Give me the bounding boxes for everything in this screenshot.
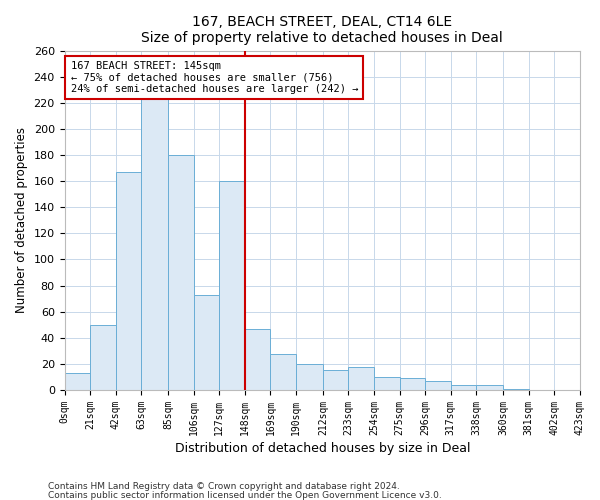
Bar <box>476 385 503 390</box>
Bar <box>296 364 323 390</box>
Bar <box>168 155 194 390</box>
Bar <box>400 378 425 390</box>
Bar <box>374 377 400 390</box>
Bar <box>349 366 374 390</box>
Bar <box>271 354 296 390</box>
Bar <box>90 325 116 390</box>
Text: 167 BEACH STREET: 145sqm
← 75% of detached houses are smaller (756)
24% of semi-: 167 BEACH STREET: 145sqm ← 75% of detach… <box>71 61 358 94</box>
Bar <box>65 373 90 390</box>
Bar <box>245 328 271 390</box>
Title: 167, BEACH STREET, DEAL, CT14 6LE
Size of property relative to detached houses i: 167, BEACH STREET, DEAL, CT14 6LE Size o… <box>142 15 503 45</box>
Bar <box>323 370 349 390</box>
Text: Contains public sector information licensed under the Open Government Licence v3: Contains public sector information licen… <box>48 490 442 500</box>
Bar <box>116 172 142 390</box>
Bar <box>194 294 219 390</box>
X-axis label: Distribution of detached houses by size in Deal: Distribution of detached houses by size … <box>175 442 470 455</box>
Bar <box>142 86 168 390</box>
Bar <box>503 389 529 390</box>
Bar <box>425 381 451 390</box>
Text: Contains HM Land Registry data © Crown copyright and database right 2024.: Contains HM Land Registry data © Crown c… <box>48 482 400 491</box>
Bar <box>451 385 476 390</box>
Bar <box>219 181 245 390</box>
Y-axis label: Number of detached properties: Number of detached properties <box>15 128 28 314</box>
